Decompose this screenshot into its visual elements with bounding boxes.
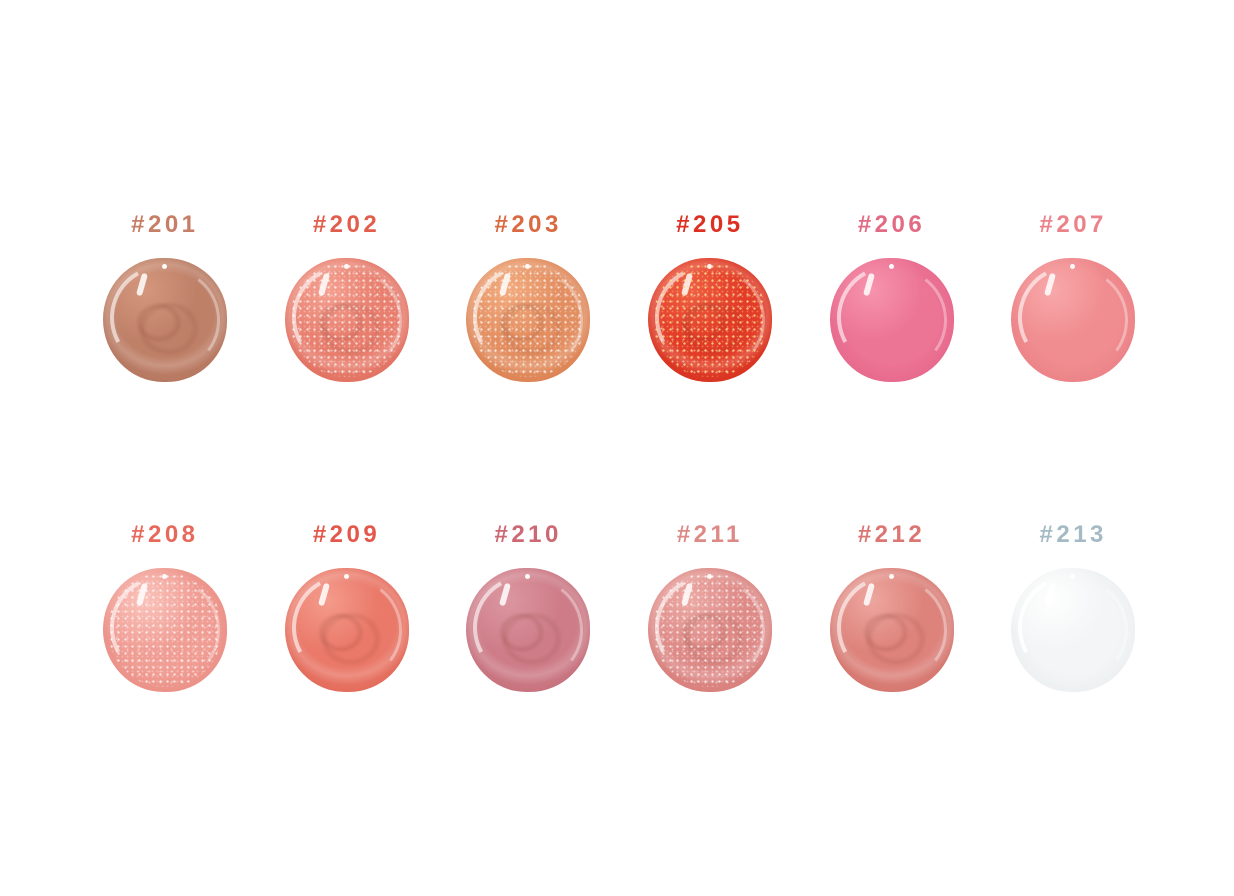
shade-swatch-drop [279, 252, 409, 383]
swatch-cell-211: #211 [619, 518, 801, 693]
gloss-highlight-streak-icon [317, 272, 330, 297]
gloss-highlight-arc-icon [291, 261, 409, 379]
gloss-highlight-streak-icon [680, 582, 693, 607]
gloss-highlight-dot-icon [525, 574, 531, 579]
shade-swatch-drop [1005, 252, 1136, 383]
shade-number-label: #203 [494, 211, 562, 238]
shade-swatch-drop [642, 562, 773, 693]
shade-number-label: #208 [131, 521, 199, 548]
shade-number-label: #207 [1039, 211, 1107, 238]
shade-number-label: #201 [131, 211, 199, 238]
shade-number-label: #202 [312, 211, 381, 238]
gloss-highlight-arc-icon [642, 562, 773, 693]
swatch-cell-209: #209 [256, 518, 438, 693]
gloss-highlight-streak-icon [135, 582, 148, 607]
shade-number-label: #205 [676, 211, 744, 238]
shade-number-label: #212 [857, 521, 926, 548]
gloss-highlight-dot-icon [525, 264, 531, 269]
shade-swatch-drop [824, 562, 954, 693]
gloss-highlight-streak-icon [499, 272, 512, 297]
swatch-cell-205: #205 [619, 208, 801, 383]
gloss-highlight-dot-icon [161, 574, 167, 579]
gloss-highlight-dot-icon [706, 574, 712, 579]
swatch-cell-201: #201 [74, 208, 256, 383]
shade-swatch-drop [642, 252, 773, 383]
shade-swatch-drop [460, 562, 591, 693]
gloss-highlight-dot-icon [343, 574, 349, 579]
gloss-highlight-dot-icon [1070, 264, 1076, 269]
shade-number-label: #209 [312, 521, 381, 548]
swatch-cell-207: #207 [982, 208, 1164, 383]
shade-number-label: #206 [857, 211, 926, 238]
swatch-cell-206: #206 [801, 208, 983, 383]
shade-swatch-drop [1005, 562, 1136, 693]
swatch-cell-203: #203 [437, 208, 619, 383]
shade-swatch-drop [97, 252, 228, 383]
gloss-highlight-arc-icon [460, 252, 591, 383]
gloss-highlight-dot-icon [706, 264, 712, 269]
swatch-cell-210: #210 [437, 518, 619, 693]
gloss-highlight-arc-icon [655, 261, 772, 379]
shade-number-label: #211 [676, 521, 743, 548]
shade-number-label: #210 [494, 521, 562, 548]
shade-swatch-drop [97, 562, 228, 693]
gloss-highlight-arc-icon [97, 562, 228, 693]
swatch-cell-212: #212 [801, 518, 983, 693]
swatch-row-2: #208 #209 #210 [74, 518, 1164, 693]
gloss-highlight-arc-icon [655, 571, 772, 689]
gloss-highlight-arc-icon [642, 252, 773, 383]
swatch-row-1: #201 #202 #203 [74, 208, 1164, 383]
gloss-highlight-dot-icon [888, 574, 894, 579]
shade-swatch-drop [824, 252, 954, 383]
swatch-cell-213: #213 [982, 518, 1164, 693]
swatch-cell-208: #208 [74, 518, 256, 693]
gloss-highlight-dot-icon [343, 264, 349, 269]
gloss-highlight-arc-icon [279, 252, 409, 383]
swatch-cell-202: #202 [256, 208, 438, 383]
shade-number-label: #213 [1039, 521, 1107, 548]
gloss-highlight-dot-icon [1070, 574, 1076, 579]
gloss-highlight-dot-icon [888, 264, 894, 269]
gloss-highlight-dot-icon [161, 264, 167, 269]
gloss-highlight-arc-icon [110, 571, 227, 689]
shade-swatch-drop [460, 252, 591, 383]
gloss-highlight-streak-icon [680, 272, 693, 297]
gloss-highlight-arc-icon [473, 261, 590, 379]
shade-swatch-drop [279, 562, 409, 693]
